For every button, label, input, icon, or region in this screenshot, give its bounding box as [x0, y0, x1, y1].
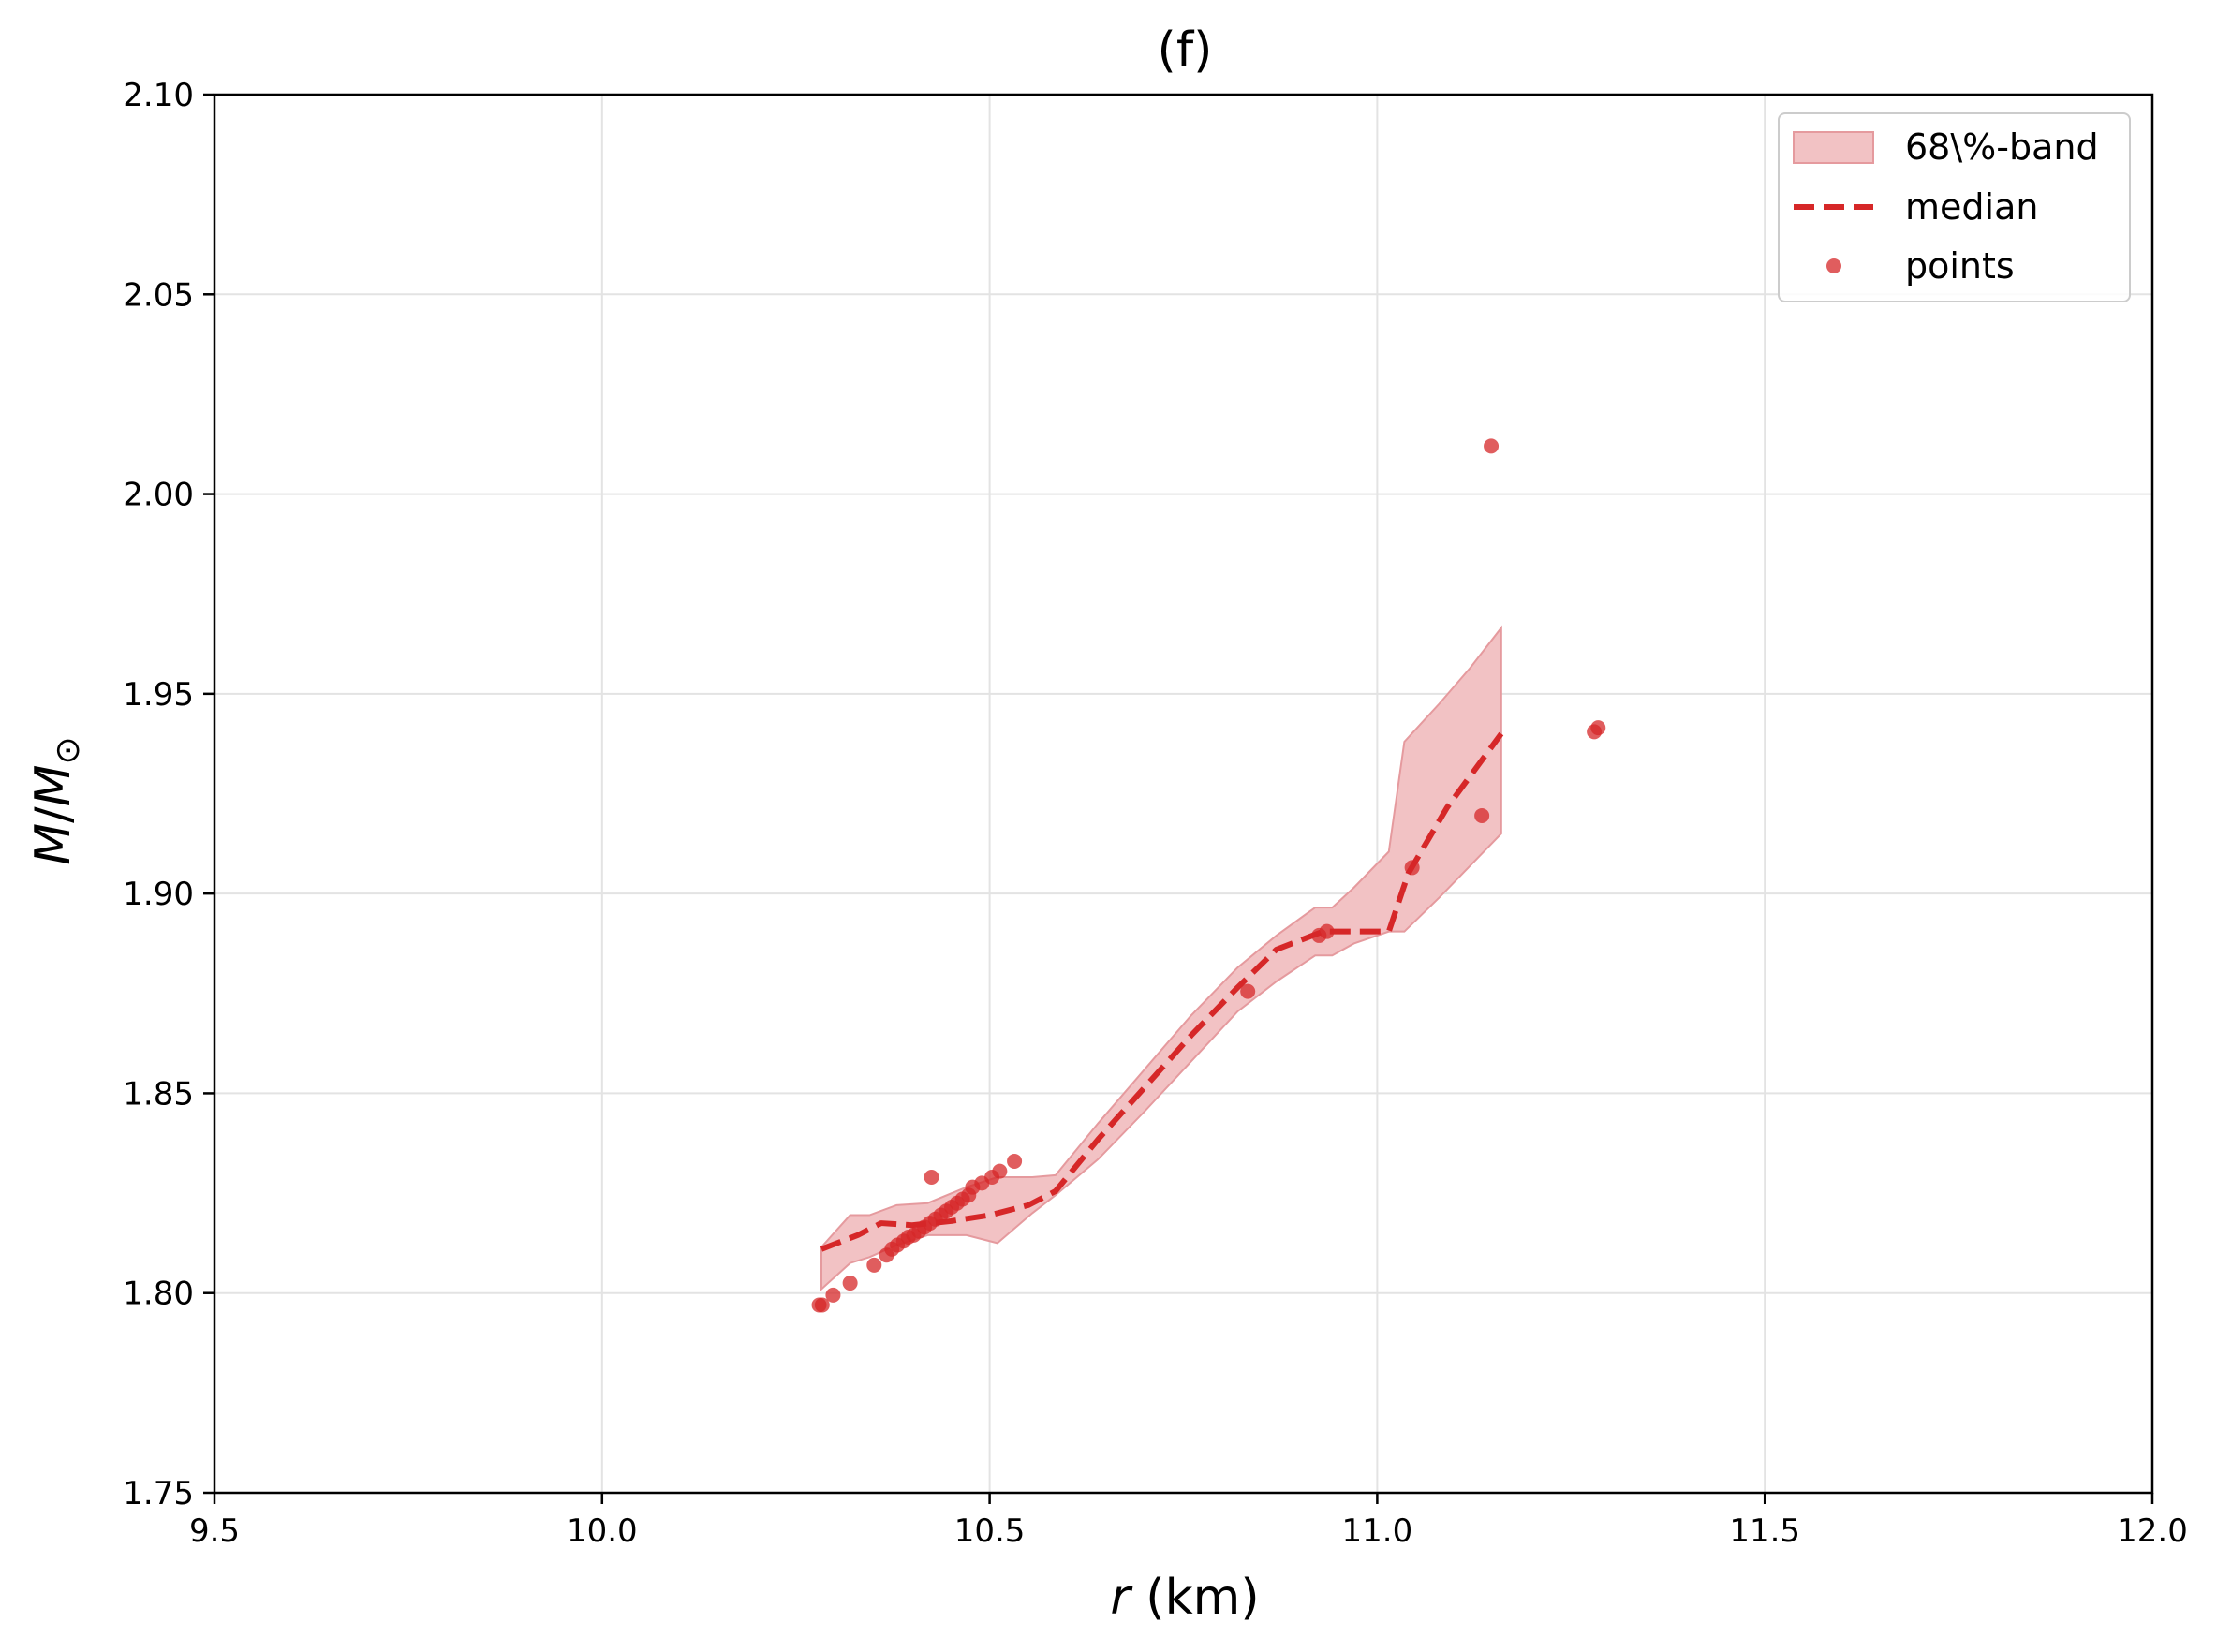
legend: 68\%-band median points	[1778, 112, 2131, 302]
y-tick-label: 1.95	[123, 676, 194, 714]
y-axis-label-var1: M	[25, 823, 81, 865]
data-point	[1240, 983, 1256, 999]
x-tick-label: 11.5	[1729, 1512, 1800, 1550]
data-point	[1484, 438, 1500, 454]
x-axis-label-var: r	[1110, 1570, 1133, 1626]
x-tick-label: 11.0	[1342, 1512, 1413, 1550]
x-tick-label: 10.5	[954, 1512, 1026, 1550]
y-tick-label: 1.75	[123, 1475, 194, 1512]
data-point	[814, 1297, 830, 1313]
y-tick-label: 1.90	[123, 876, 194, 913]
y-ticks: 1.75 1.80 1.85 1.90 1.95 2.00 2.05 2.10	[123, 77, 214, 1512]
legend-band-label: 68\%-band	[1905, 126, 2099, 168]
y-tick-label: 1.80	[123, 1276, 194, 1313]
x-ticks: 9.5 10.0 10.5 11.0 11.5 12.0	[189, 1493, 2188, 1550]
data-point	[842, 1276, 858, 1291]
x-axis-label: r (km)	[1110, 1570, 1259, 1626]
y-tick-label: 1.85	[123, 1075, 194, 1113]
y-tick-label: 2.10	[123, 77, 194, 114]
data-point	[1474, 807, 1490, 823]
y-axis-label-sep: /	[25, 806, 81, 823]
data-point	[1007, 1153, 1023, 1169]
median-line	[820, 731, 1504, 1252]
y-tick-label: 2.00	[123, 477, 194, 514]
x-tick-label: 9.5	[189, 1512, 240, 1550]
legend-median-label: median	[1905, 186, 2038, 228]
y-axis-label: M/M⊙	[25, 736, 87, 864]
data-point	[825, 1287, 841, 1303]
y-tick-label: 2.05	[123, 276, 194, 314]
data-point	[924, 1170, 939, 1186]
x-tick-label: 10.0	[567, 1512, 638, 1550]
data-point	[992, 1163, 1008, 1179]
points-layer	[811, 438, 1606, 1313]
y-axis-label-var2: M	[25, 764, 81, 806]
y-axis-label-sub: ⊙	[49, 736, 87, 764]
data-point	[1590, 720, 1606, 736]
legend-band-swatch	[1793, 131, 1874, 164]
legend-points-swatch	[1826, 258, 1841, 273]
data-point	[1404, 860, 1420, 876]
median-layer	[820, 731, 1504, 1252]
x-tick-label: 12.0	[2117, 1512, 2188, 1550]
data-point	[1319, 923, 1335, 939]
axes-frame	[213, 93, 2154, 1495]
legend-points-label: points	[1905, 245, 2015, 287]
x-axis-label-unit: (km)	[1131, 1570, 1260, 1626]
chart-title: (f)	[1158, 22, 1213, 79]
data-point	[866, 1257, 882, 1273]
